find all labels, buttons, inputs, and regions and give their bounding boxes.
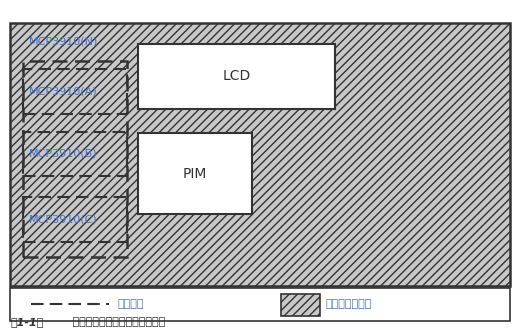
Text: 图1-1：: 图1-1： [10, 317, 44, 327]
Text: MCP3910(C): MCP3910(C) [29, 215, 97, 225]
Text: 表示隔离: 表示隔离 [117, 299, 144, 309]
Bar [281, 294, 320, 316]
Bar [23, 69, 127, 114]
Bar [138, 133, 252, 214]
Text: PIM: PIM [183, 166, 207, 181]
Text: MCP3910(B): MCP3910(B) [29, 149, 97, 159]
Bar [23, 132, 127, 176]
Text: LCD: LCD [223, 69, 251, 84]
Text: MCP3910(A): MCP3910(A) [29, 86, 97, 96]
Text: 评估板的隔离部分和未隔离部分: 评估板的隔离部分和未隔离部分 [55, 317, 165, 327]
Text: MCP3910(N): MCP3910(N) [29, 36, 98, 46]
Bar [23, 197, 127, 242]
Bar [10, 23, 510, 286]
Bar [10, 288, 510, 321]
Bar [10, 23, 510, 286]
Text: 表示中性点接地: 表示中性点接地 [325, 299, 371, 309]
Bar [10, 23, 510, 286]
Bar [138, 44, 335, 109]
Bar [23, 61, 127, 257]
